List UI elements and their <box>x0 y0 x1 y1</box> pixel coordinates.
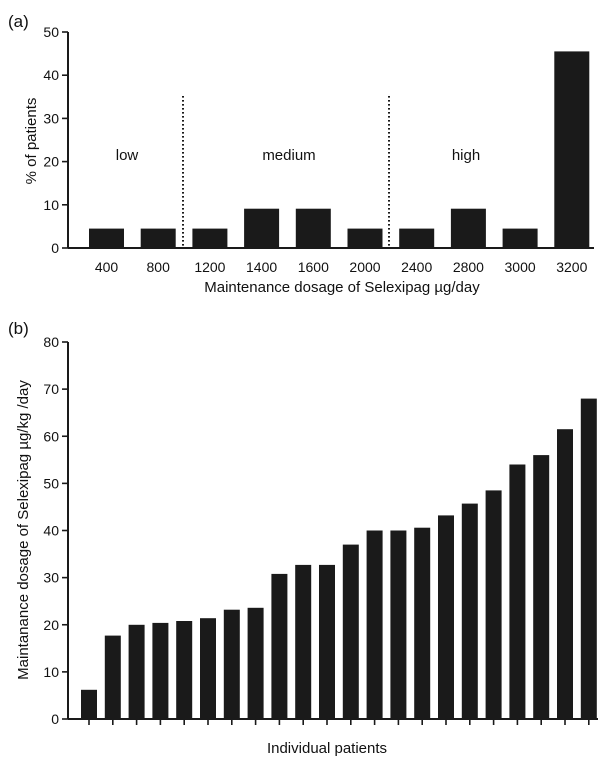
panel-a-y-tick-label: 30 <box>43 110 59 126</box>
panel-b-y-axis-title: Maintanance dosage of Selexipag µg/kg /d… <box>15 380 32 680</box>
panel-b-bar <box>580 398 597 719</box>
panel-a-y-axis-title: % of patients <box>23 98 40 185</box>
panel-b-label: (b) <box>8 319 29 338</box>
panel-a-axes <box>67 32 594 249</box>
panel-a-bar <box>295 208 331 248</box>
panel-a-bar <box>140 228 176 248</box>
panel-b-bar <box>485 490 502 719</box>
panel-b-y-tick-label: 60 <box>43 428 59 444</box>
panel-b-bar <box>271 573 288 719</box>
panel-a-y-tick-label: 40 <box>43 67 59 83</box>
region-label-medium: medium <box>262 147 315 164</box>
panel-b-bar <box>128 624 145 720</box>
panel-b-bar <box>461 503 478 719</box>
panel-a-x-tick-label: 2800 <box>453 259 484 275</box>
panel-b-bar <box>200 618 216 719</box>
panel-a-bar <box>192 228 228 248</box>
panel-b-bar <box>366 530 383 719</box>
region-label-high: high <box>452 147 480 164</box>
panel-a-bars <box>89 51 590 249</box>
panel-a-x-tick-label: 2400 <box>401 259 432 275</box>
panel-a-y-tick-label: 0 <box>51 240 59 256</box>
panel-a-x-tick-label: 3000 <box>505 259 536 275</box>
panel-a-x-tick-label: 1600 <box>298 259 329 275</box>
panel-a-x-tick-label: 2000 <box>349 259 380 275</box>
panel-a-regions: low medium high <box>116 96 480 248</box>
panel-b-bar <box>223 609 240 719</box>
panel-a-bar <box>554 51 590 249</box>
panel-b-chart: (b) Maintanance dosage of Selexipag µg/k… <box>8 319 598 757</box>
panel-b-bar <box>176 621 193 719</box>
panel-b-y-tick-label: 70 <box>43 381 59 397</box>
panel-b-y-tick-label: 20 <box>43 617 59 633</box>
panel-a-bar <box>244 208 280 248</box>
panel-b-bars <box>81 398 597 720</box>
panel-a-y-tick-label: 20 <box>43 154 59 170</box>
panel-b-bar <box>247 607 264 719</box>
panel-b-bar <box>104 635 121 719</box>
panel-b-bar <box>342 544 359 719</box>
panel-a-x-tick-label: 1400 <box>246 259 277 275</box>
panel-a-y-tick-label: 50 <box>43 24 59 40</box>
region-label-low: low <box>116 147 139 164</box>
panel-b-bar <box>295 564 312 719</box>
panel-a-x-tick-label: 400 <box>95 259 119 275</box>
panel-a-y-ticks: 0 10 20 30 40 50 <box>43 24 68 256</box>
panel-a-chart: (a) % of patients Maintenance dosage of … <box>8 12 594 296</box>
panel-b-x-axis-title: Individual patients <box>267 740 387 757</box>
panel-b-y-tick-label: 30 <box>43 570 59 586</box>
panel-b-bar <box>81 689 97 719</box>
panel-a-x-ticks: 400 800 1200 1400 1600 2000 2400 2800 3000 3200 <box>95 259 588 275</box>
panel-a-bar <box>89 228 124 248</box>
panel-b-y-tick-label: 50 <box>43 475 59 491</box>
panel-b-bar <box>319 564 335 719</box>
panel-a-bar <box>347 228 383 248</box>
panel-b-y-tick-label: 40 <box>43 523 59 539</box>
panel-a-x-axis-title: Maintenance dosage of Selexipag µg/day <box>204 279 480 296</box>
panel-b-bar <box>509 464 526 719</box>
panel-b-bar <box>152 622 169 719</box>
panel-a-bar <box>399 228 435 248</box>
panel-b-x-ticks <box>88 719 590 725</box>
panel-a-bar <box>450 208 486 248</box>
panel-b-bar <box>438 515 454 719</box>
panel-b-bar <box>414 527 431 719</box>
panel-a-x-tick-label: 3200 <box>556 259 587 275</box>
panel-a-bar <box>502 228 538 248</box>
panel-b-y-tick-label: 0 <box>51 711 59 727</box>
panel-a-x-tick-label: 1200 <box>194 259 225 275</box>
panel-b-bar <box>390 530 407 719</box>
panel-b-bar <box>557 429 573 719</box>
panel-b-y-tick-label: 80 <box>43 334 59 350</box>
panel-b-bar <box>533 455 550 719</box>
panel-a-y-tick-label: 10 <box>43 197 59 213</box>
panel-a-label: (a) <box>8 12 29 31</box>
panel-a-x-tick-label: 800 <box>147 259 171 275</box>
panel-b-y-tick-label: 10 <box>43 664 59 680</box>
panel-b-y-ticks: 0 10 20 30 40 50 60 70 80 <box>43 334 68 727</box>
